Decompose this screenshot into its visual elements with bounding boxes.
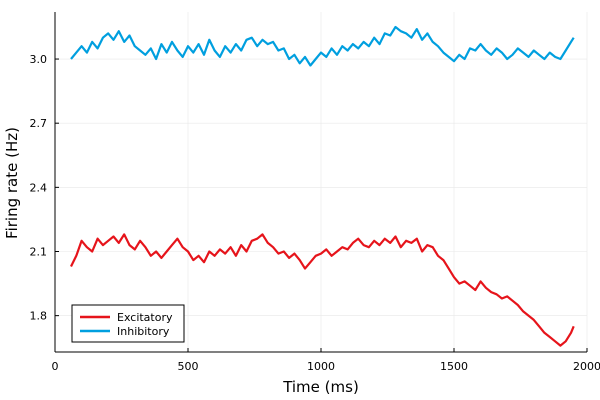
y-ticks: 1.8 2.1 2.4 2.7 3.0 [30, 53, 59, 323]
legend-label-inhibitory: Inhibitory [117, 325, 170, 338]
y-tick-label: 2.7 [30, 117, 48, 130]
series-line-inhibitory [70, 25, 575, 67]
x-tick-label: 500 [178, 360, 199, 373]
x-tick-label: 1000 [307, 360, 335, 373]
legend: Excitatory Inhibitory [71, 304, 185, 343]
y-tick-label: 2.4 [30, 181, 48, 194]
x-tick-label: 1500 [440, 360, 468, 373]
legend-label-excitatory: Excitatory [117, 311, 173, 324]
x-tick-label: 0 [52, 360, 59, 373]
grid-lines [54, 12, 588, 352]
legend-box [71, 304, 185, 343]
y-axis-title: Firing rate (Hz) [3, 127, 21, 239]
x-axis-title: Time (ms) [282, 378, 359, 396]
series-lines [70, 25, 575, 347]
y-tick-label: 2.1 [30, 245, 48, 258]
series-line-excitatory [70, 233, 575, 347]
y-tick-label: 3.0 [30, 53, 48, 66]
x-ticks: 0 500 1000 1500 2000 [52, 348, 600, 373]
x-tick-label: 2000 [573, 360, 600, 373]
y-tick-label: 1.8 [30, 310, 48, 323]
